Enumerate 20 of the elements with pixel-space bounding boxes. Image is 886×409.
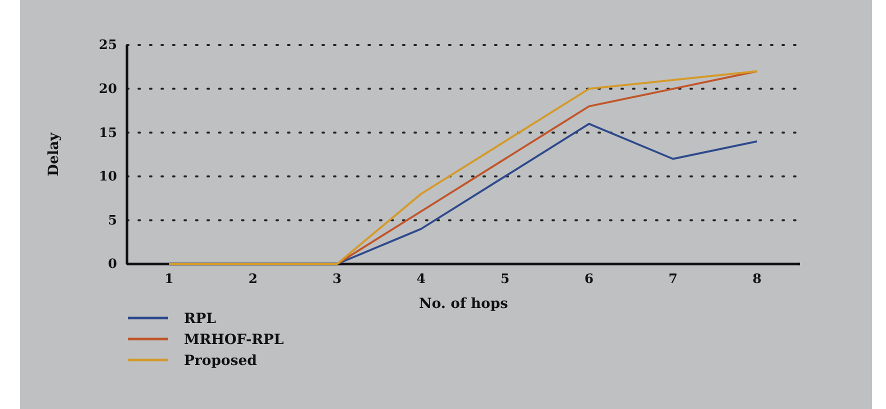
x-axis-title: No. of hops <box>418 296 508 312</box>
x-tick-label: 3 <box>332 272 342 288</box>
y-tick-label: 0 <box>108 257 117 272</box>
x-tick-label: 2 <box>248 272 258 288</box>
x-tick-label: 7 <box>668 272 678 288</box>
legend-label: MRHOF-RPL <box>184 332 284 348</box>
line-series <box>168 70 758 265</box>
x-tick-label: 4 <box>416 272 426 288</box>
y-tick-label: 20 <box>98 82 117 97</box>
x-tick-label: 8 <box>752 272 762 288</box>
y-axis-title: Delay <box>46 132 62 176</box>
y-tick-label: 10 <box>98 170 117 185</box>
x-tick-label: 5 <box>500 272 510 288</box>
y-tick-label: 25 <box>98 38 117 54</box>
y-tick-label: 15 <box>98 126 117 141</box>
legend-label: Proposed <box>184 353 258 369</box>
y-tick-label: 5 <box>108 213 117 228</box>
legend-label: RPL <box>184 311 216 327</box>
x-tick-label: 1 <box>164 272 174 288</box>
x-tick-label: 6 <box>584 272 594 288</box>
